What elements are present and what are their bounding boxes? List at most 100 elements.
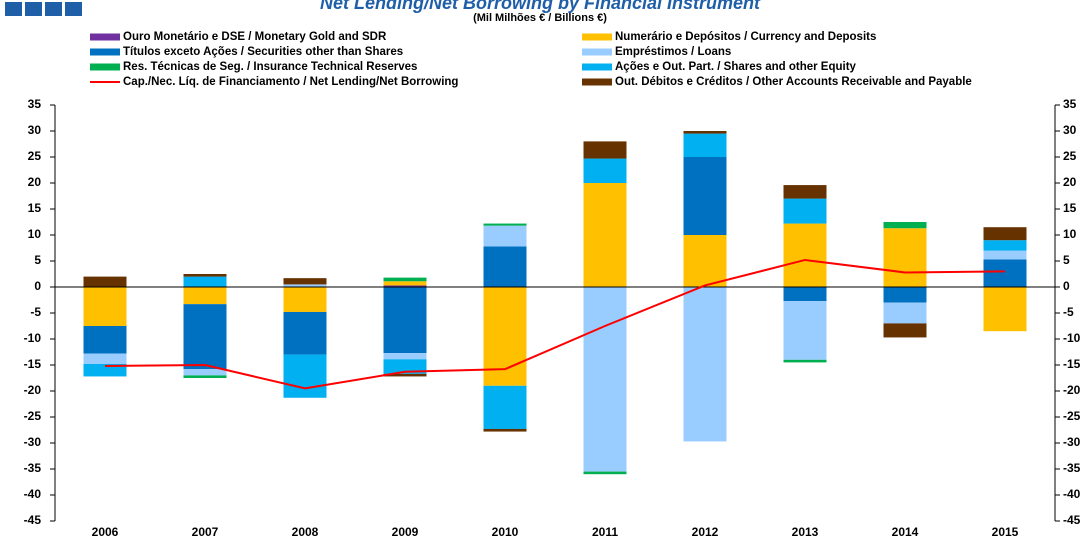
bar-segment (983, 259, 1027, 287)
legend-swatch (582, 33, 612, 41)
bar-segment (683, 133, 727, 157)
bar-segment (883, 287, 927, 303)
bar-segment (183, 274, 227, 277)
bar-segment (783, 301, 827, 360)
y-tick-label: -5 (30, 305, 41, 319)
bar-segment (883, 228, 927, 287)
y-tick-label: -25 (24, 409, 42, 423)
bar-segment (283, 278, 327, 285)
bar-segment (83, 276, 127, 287)
bar-segment (583, 141, 627, 159)
x-tick-label: 2008 (292, 525, 319, 539)
bar-segment (783, 359, 827, 363)
x-tick-label: 2015 (992, 525, 1019, 539)
x-tick-label: 2014 (892, 525, 919, 539)
y2-tick-label: -40 (1063, 487, 1081, 501)
y-tick-label: 35 (28, 97, 42, 111)
y2-tick-label: -30 (1063, 435, 1081, 449)
y-tick-label: -10 (24, 331, 42, 345)
legend-swatch (90, 63, 120, 71)
bar-segment (683, 287, 727, 442)
bar-segment (583, 287, 627, 472)
x-tick-label: 2006 (92, 525, 119, 539)
bar-segment (183, 276, 227, 287)
legend-swatch (582, 63, 612, 71)
x-tick-label: 2007 (192, 525, 219, 539)
y-tick-label: 5 (34, 253, 41, 267)
y2-tick-label: 25 (1063, 149, 1077, 163)
bar-segment (283, 311, 327, 355)
legend-label: Empréstimos / Loans (615, 46, 731, 58)
y-tick-label: -30 (24, 435, 42, 449)
bar-segment (383, 277, 427, 282)
bar-segment (483, 385, 527, 429)
bar-segment (983, 240, 1027, 251)
y-tick-label: -20 (24, 383, 42, 397)
y2-tick-label: -10 (1063, 331, 1081, 345)
legend-swatch (582, 78, 612, 86)
bar-segment (683, 235, 727, 287)
y2-tick-label: 35 (1063, 97, 1077, 111)
bar-segment (383, 285, 427, 287)
bar-segment (283, 354, 327, 398)
y2-tick-label: 5 (1063, 253, 1070, 267)
bar-segment (583, 183, 627, 287)
y-tick-label: 0 (34, 279, 41, 293)
bar-segment (483, 287, 527, 386)
bar-segment (483, 428, 527, 432)
y2-tick-label: 15 (1063, 201, 1077, 215)
x-tick-label: 2013 (792, 525, 819, 539)
x-tick-label: 2011 (592, 525, 618, 539)
y2-tick-label: -15 (1063, 357, 1081, 371)
bar-segment (483, 225, 527, 247)
bar-segment (183, 369, 227, 376)
bar-segment (83, 353, 127, 364)
bar-segment (483, 223, 527, 226)
bar-segment (183, 375, 227, 378)
bar-segment (883, 323, 927, 338)
y-tick-label: -40 (24, 487, 42, 501)
y2-tick-label: -5 (1063, 305, 1074, 319)
line-series (104, 258, 1006, 390)
y2-tick-label: 20 (1063, 175, 1077, 189)
bar-segment (83, 363, 127, 377)
y2-tick-label: -45 (1063, 513, 1081, 527)
legend-label: Ouro Monetário e DSE / Monetary Gold and… (123, 31, 387, 43)
bar-segment (883, 302, 927, 324)
y-tick-label: -35 (24, 461, 42, 475)
bar-segment (283, 284, 327, 287)
bar-segment (683, 157, 727, 235)
legend-swatch (582, 48, 612, 56)
bar-segment (483, 246, 527, 287)
bar-segment (783, 198, 827, 224)
legend-label: Ações e Out. Part. / Shares and other Eq… (615, 61, 857, 73)
y2-tick-label: -35 (1063, 461, 1081, 475)
y-tick-label: 15 (28, 201, 42, 215)
y2-tick-label: 30 (1063, 123, 1077, 137)
legend-swatch (90, 33, 120, 41)
y-tick-label: 20 (28, 175, 42, 189)
bar-segment (983, 227, 1027, 241)
bar-segment (83, 326, 127, 354)
bar-segment (583, 471, 627, 475)
bar-segment (783, 223, 827, 287)
y-tick-label: -15 (24, 357, 42, 371)
y2-tick-label: -25 (1063, 409, 1081, 423)
y2-tick-label: 0 (1063, 279, 1070, 293)
x-tick-label: 2012 (692, 525, 719, 539)
bar-segment (183, 304, 227, 370)
bar-segment (583, 158, 627, 183)
legend-label: Res. Técnicas de Seg. / Insurance Techni… (123, 61, 417, 73)
legend-swatch (90, 48, 120, 56)
legend-label: Numerário e Depósitos / Currency and Dep… (615, 31, 876, 43)
x-tick-label: 2009 (392, 525, 419, 539)
bar-segment (383, 353, 427, 360)
y-tick-label: 10 (28, 227, 42, 241)
bar-segment (183, 287, 227, 305)
bar-segment (883, 222, 927, 229)
chart-title: Net Lending/Net Borrowing by Financial I… (320, 0, 761, 13)
legend-label: Títulos exceto Ações / Securities other … (123, 46, 403, 58)
y-tick-label: 30 (28, 123, 42, 137)
bar-segment (783, 185, 827, 199)
